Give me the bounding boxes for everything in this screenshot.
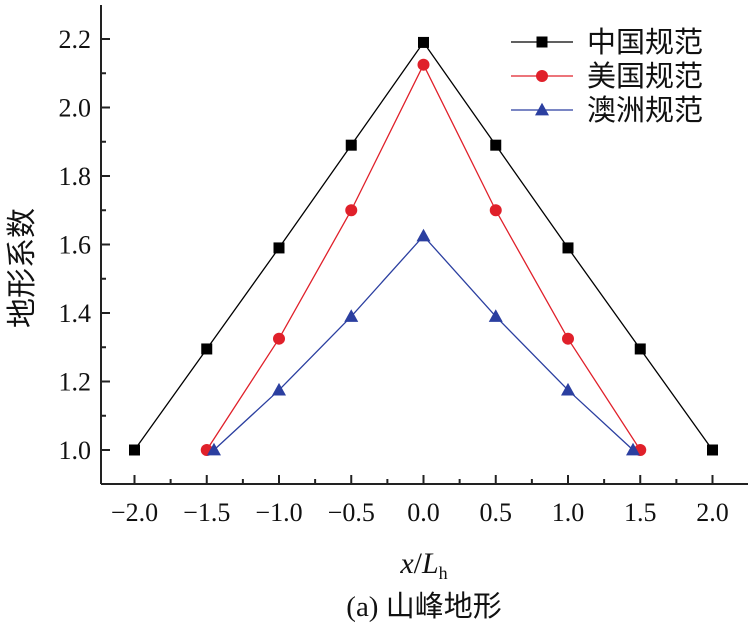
- x-tick-label: −0.5: [328, 498, 375, 527]
- data-point: [344, 309, 359, 322]
- legend-marker: [536, 70, 548, 82]
- data-point: [272, 382, 286, 396]
- y-axis-ticks: 1.0 1.2 1.4 1.6 1.8 2.0 2.2: [59, 25, 110, 465]
- data-point: [418, 36, 429, 48]
- y-tick-label: 2.0: [59, 94, 92, 123]
- legend-item: 中国规范: [511, 26, 703, 59]
- data-point: [562, 242, 574, 254]
- axes: 1.0 1.2 1.4 1.6 1.8 2.0 2.2 −2.0 −1.5 −1.0 −0.5 0.…: [59, 5, 748, 527]
- data-point: [273, 332, 285, 345]
- x-axis-ticks: −2.0 −1.5 −1.0 −0.5 0.0 0.5 1.0 1.5 2.0: [111, 475, 729, 527]
- legend-marker: [536, 36, 548, 48]
- x-axis-title: x/Lh: [399, 547, 447, 583]
- x-tick-label: 2.0: [696, 498, 729, 527]
- legend-marker: [535, 102, 549, 116]
- legend-item: 美国规范: [511, 60, 703, 93]
- y-axis-title: 地形系数: [6, 208, 39, 328]
- series-3: [206, 228, 641, 456]
- y-tick-label: 1.4: [59, 299, 92, 328]
- y-tick-label: 1.6: [59, 231, 92, 260]
- legend-label: 美国规范: [587, 60, 703, 93]
- x-axis-title-l: L: [421, 547, 439, 580]
- data-point: [206, 442, 221, 456]
- series-2: [200, 58, 647, 456]
- legend-item: 澳洲规范: [511, 94, 703, 127]
- data-point: [562, 332, 574, 345]
- figure-caption: (a) 山峰地形: [346, 590, 501, 623]
- x-tick-label: −1.5: [183, 498, 230, 527]
- y-tick-label: 1.8: [59, 162, 92, 191]
- x-axis-title-x: x: [399, 547, 414, 580]
- data-point: [345, 139, 357, 151]
- x-tick-label: −1.0: [255, 498, 302, 527]
- x-tick-label: 0.0: [407, 498, 440, 527]
- y-tick-label: 1.2: [59, 368, 92, 397]
- data-point: [201, 343, 213, 355]
- x-axis-title-slash: /: [414, 547, 423, 580]
- y-tick-label: 1.0: [59, 436, 92, 465]
- data-point: [416, 228, 431, 242]
- data-point: [634, 343, 646, 355]
- legend-label: 澳洲规范: [587, 94, 703, 127]
- data-point: [489, 204, 502, 217]
- x-tick-label: −2.0: [111, 498, 158, 527]
- series-1: [129, 36, 718, 456]
- data-point: [707, 444, 718, 456]
- x-tick-label: 1.5: [624, 498, 657, 527]
- x-tick-label: 1.0: [552, 498, 585, 527]
- data-point: [417, 58, 430, 71]
- data-point: [561, 382, 575, 396]
- y-tick-label: 2.2: [59, 25, 92, 54]
- data-point: [345, 204, 358, 217]
- data-point: [490, 139, 502, 151]
- x-axis-title-subscript: h: [439, 563, 448, 583]
- data-point: [488, 309, 503, 322]
- legend-label: 中国规范: [587, 26, 703, 59]
- data-point: [129, 444, 140, 456]
- x-tick-label: 0.5: [480, 498, 513, 527]
- series-layer: [129, 36, 718, 456]
- data-point: [273, 242, 285, 254]
- data-point: [626, 442, 641, 456]
